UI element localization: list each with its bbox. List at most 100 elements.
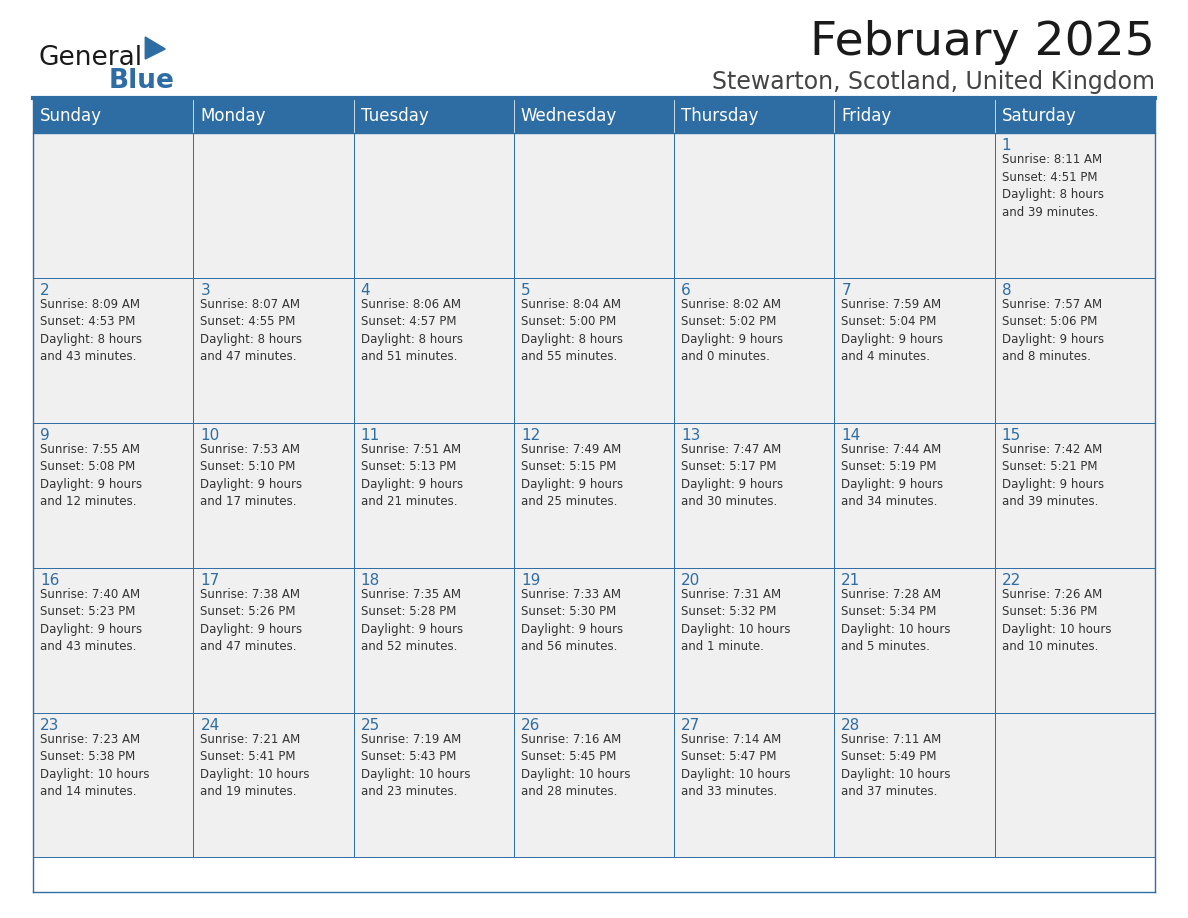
Bar [994,567,1155,712]
Bar [194,98,354,133]
Bar [354,98,514,133]
Bar [33,98,194,133]
Bar [33,712,194,857]
Bar [994,712,1155,857]
Bar [514,133,674,278]
Bar [33,133,194,278]
Bar [514,423,674,567]
Text: 4: 4 [361,283,371,298]
Bar [354,423,514,567]
Text: 12: 12 [520,428,541,442]
Bar [33,423,194,567]
Text: Sunday: Sunday [40,106,102,125]
Text: Sunrise: 7:35 AM
Sunset: 5:28 PM
Daylight: 9 hours
and 52 minutes.: Sunrise: 7:35 AM Sunset: 5:28 PM Dayligh… [361,588,463,654]
Bar [354,567,514,712]
Text: Sunrise: 7:14 AM
Sunset: 5:47 PM
Daylight: 10 hours
and 33 minutes.: Sunrise: 7:14 AM Sunset: 5:47 PM Dayligh… [681,733,790,798]
Bar [834,712,994,857]
Text: 11: 11 [361,428,380,442]
Text: Sunrise: 7:11 AM
Sunset: 5:49 PM
Daylight: 10 hours
and 37 minutes.: Sunrise: 7:11 AM Sunset: 5:49 PM Dayligh… [841,733,950,798]
Text: 3: 3 [201,283,210,298]
Text: 28: 28 [841,718,860,733]
Bar [194,423,354,567]
Bar [514,567,674,712]
Bar [514,278,674,423]
Bar [514,712,674,857]
Bar [194,567,354,712]
Text: 8: 8 [1001,283,1011,298]
Text: 20: 20 [681,573,701,588]
Text: Sunrise: 7:33 AM
Sunset: 5:30 PM
Daylight: 9 hours
and 56 minutes.: Sunrise: 7:33 AM Sunset: 5:30 PM Dayligh… [520,588,623,654]
Text: 14: 14 [841,428,860,442]
Text: 6: 6 [681,283,691,298]
Text: 18: 18 [361,573,380,588]
Text: Sunrise: 7:26 AM
Sunset: 5:36 PM
Daylight: 10 hours
and 10 minutes.: Sunrise: 7:26 AM Sunset: 5:36 PM Dayligh… [1001,588,1111,654]
Bar [834,133,994,278]
Bar [834,278,994,423]
Bar [994,98,1155,133]
Bar [674,567,834,712]
Text: Blue: Blue [108,68,175,94]
Text: Sunrise: 8:07 AM
Sunset: 4:55 PM
Daylight: 8 hours
and 47 minutes.: Sunrise: 8:07 AM Sunset: 4:55 PM Dayligh… [201,298,303,364]
Text: Thursday: Thursday [681,106,758,125]
Bar [194,712,354,857]
Text: 13: 13 [681,428,701,442]
Bar [674,98,834,133]
Bar [354,712,514,857]
Text: General: General [38,45,143,71]
Bar [33,278,194,423]
Text: Sunrise: 7:19 AM
Sunset: 5:43 PM
Daylight: 10 hours
and 23 minutes.: Sunrise: 7:19 AM Sunset: 5:43 PM Dayligh… [361,733,470,798]
Bar [33,567,194,712]
Bar [194,278,354,423]
Bar [354,278,514,423]
Text: 9: 9 [40,428,50,442]
Text: 7: 7 [841,283,851,298]
Text: Sunrise: 7:53 AM
Sunset: 5:10 PM
Daylight: 9 hours
and 17 minutes.: Sunrise: 7:53 AM Sunset: 5:10 PM Dayligh… [201,442,303,509]
Text: Sunrise: 7:40 AM
Sunset: 5:23 PM
Daylight: 9 hours
and 43 minutes.: Sunrise: 7:40 AM Sunset: 5:23 PM Dayligh… [40,588,143,654]
Text: February 2025: February 2025 [810,20,1155,65]
Text: 21: 21 [841,573,860,588]
Bar [674,423,834,567]
Polygon shape [145,37,165,59]
Text: Wednesday: Wednesday [520,106,617,125]
Text: Sunrise: 8:04 AM
Sunset: 5:00 PM
Daylight: 8 hours
and 55 minutes.: Sunrise: 8:04 AM Sunset: 5:00 PM Dayligh… [520,298,623,364]
Text: 10: 10 [201,428,220,442]
Text: Sunrise: 7:31 AM
Sunset: 5:32 PM
Daylight: 10 hours
and 1 minute.: Sunrise: 7:31 AM Sunset: 5:32 PM Dayligh… [681,588,790,654]
Text: 1: 1 [1001,138,1011,153]
Bar [354,133,514,278]
Bar [674,278,834,423]
Bar [834,423,994,567]
Text: Sunrise: 8:06 AM
Sunset: 4:57 PM
Daylight: 8 hours
and 51 minutes.: Sunrise: 8:06 AM Sunset: 4:57 PM Dayligh… [361,298,462,364]
Text: Sunrise: 7:55 AM
Sunset: 5:08 PM
Daylight: 9 hours
and 12 minutes.: Sunrise: 7:55 AM Sunset: 5:08 PM Dayligh… [40,442,143,509]
Text: 27: 27 [681,718,701,733]
Text: Saturday: Saturday [1001,106,1076,125]
Text: Sunrise: 8:11 AM
Sunset: 4:51 PM
Daylight: 8 hours
and 39 minutes.: Sunrise: 8:11 AM Sunset: 4:51 PM Dayligh… [1001,153,1104,218]
Text: Tuesday: Tuesday [361,106,429,125]
Bar [674,133,834,278]
Text: Sunrise: 7:16 AM
Sunset: 5:45 PM
Daylight: 10 hours
and 28 minutes.: Sunrise: 7:16 AM Sunset: 5:45 PM Dayligh… [520,733,631,798]
Text: 17: 17 [201,573,220,588]
Bar [194,133,354,278]
Text: Sunrise: 7:59 AM
Sunset: 5:04 PM
Daylight: 9 hours
and 4 minutes.: Sunrise: 7:59 AM Sunset: 5:04 PM Dayligh… [841,298,943,364]
Text: Sunrise: 7:44 AM
Sunset: 5:19 PM
Daylight: 9 hours
and 34 minutes.: Sunrise: 7:44 AM Sunset: 5:19 PM Dayligh… [841,442,943,509]
Text: Sunrise: 7:42 AM
Sunset: 5:21 PM
Daylight: 9 hours
and 39 minutes.: Sunrise: 7:42 AM Sunset: 5:21 PM Dayligh… [1001,442,1104,509]
Text: Sunrise: 7:57 AM
Sunset: 5:06 PM
Daylight: 9 hours
and 8 minutes.: Sunrise: 7:57 AM Sunset: 5:06 PM Dayligh… [1001,298,1104,364]
Text: Sunrise: 8:02 AM
Sunset: 5:02 PM
Daylight: 9 hours
and 0 minutes.: Sunrise: 8:02 AM Sunset: 5:02 PM Dayligh… [681,298,783,364]
Text: Sunrise: 7:49 AM
Sunset: 5:15 PM
Daylight: 9 hours
and 25 minutes.: Sunrise: 7:49 AM Sunset: 5:15 PM Dayligh… [520,442,623,509]
Text: Sunrise: 7:21 AM
Sunset: 5:41 PM
Daylight: 10 hours
and 19 minutes.: Sunrise: 7:21 AM Sunset: 5:41 PM Dayligh… [201,733,310,798]
Text: Stewarton, Scotland, United Kingdom: Stewarton, Scotland, United Kingdom [712,70,1155,94]
Bar [994,278,1155,423]
Text: 23: 23 [40,718,59,733]
Bar [674,712,834,857]
Text: 19: 19 [520,573,541,588]
Bar [514,98,674,133]
Text: Sunrise: 7:28 AM
Sunset: 5:34 PM
Daylight: 10 hours
and 5 minutes.: Sunrise: 7:28 AM Sunset: 5:34 PM Dayligh… [841,588,950,654]
Text: Sunrise: 7:51 AM
Sunset: 5:13 PM
Daylight: 9 hours
and 21 minutes.: Sunrise: 7:51 AM Sunset: 5:13 PM Dayligh… [361,442,463,509]
Bar [834,98,994,133]
Text: 25: 25 [361,718,380,733]
Text: 22: 22 [1001,573,1020,588]
Text: 5: 5 [520,283,531,298]
Text: 16: 16 [40,573,59,588]
Text: Sunrise: 7:47 AM
Sunset: 5:17 PM
Daylight: 9 hours
and 30 minutes.: Sunrise: 7:47 AM Sunset: 5:17 PM Dayligh… [681,442,783,509]
Text: Monday: Monday [201,106,266,125]
Bar [994,423,1155,567]
